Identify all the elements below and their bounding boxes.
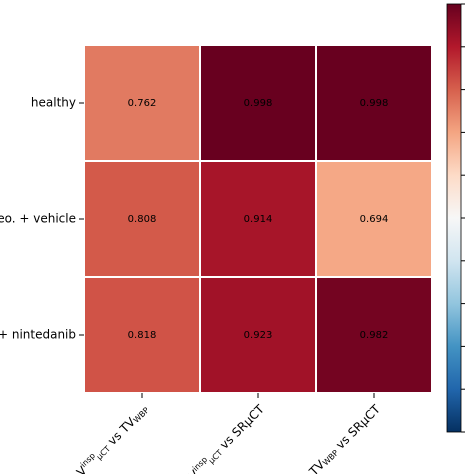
x-tick-label-part: WBP bbox=[132, 405, 151, 424]
heatmap-cell bbox=[199, 276, 317, 394]
colorbar bbox=[446, 3, 462, 433]
x-tick-label: TVWBP vs SRµCT bbox=[305, 401, 383, 474]
heatmap-cell bbox=[199, 44, 317, 162]
cell-value-label: 0.923 bbox=[244, 330, 273, 341]
heatmap-cell bbox=[315, 160, 433, 278]
x-tick-label-part: vs SRµCT bbox=[330, 401, 383, 454]
cell-value-label: 0.818 bbox=[128, 330, 157, 341]
cell-value-label: 0.982 bbox=[360, 330, 389, 341]
cell-value-label: 0.998 bbox=[244, 98, 273, 109]
x-tick-label-part: insp bbox=[191, 455, 209, 473]
cell-value-label: 0.808 bbox=[128, 214, 157, 225]
cell-value-label: 0.762 bbox=[128, 98, 157, 109]
y-tick-label: + nintedanib bbox=[0, 328, 76, 342]
x-tick-label-part: V bbox=[73, 463, 89, 474]
x-tick-label: VinspµCT vs SRµCT bbox=[185, 401, 267, 474]
cell-value-label: 0.998 bbox=[360, 98, 389, 109]
y-tick-label: healthy bbox=[31, 96, 76, 110]
cell-value-label: 0.914 bbox=[244, 214, 273, 225]
y-tick-label: eo. + vehicle bbox=[0, 212, 76, 226]
heatmap-cell bbox=[315, 44, 433, 162]
x-tick-label-part: vs SRµCT bbox=[214, 401, 267, 454]
x-tick-label: VinspµCT vs TVWBP bbox=[73, 401, 151, 474]
x-tick-label-part: V bbox=[186, 466, 202, 474]
heatmap-cell bbox=[83, 44, 201, 162]
cell-value-label: 0.694 bbox=[360, 214, 389, 225]
x-tick-label-part: insp bbox=[79, 451, 97, 469]
